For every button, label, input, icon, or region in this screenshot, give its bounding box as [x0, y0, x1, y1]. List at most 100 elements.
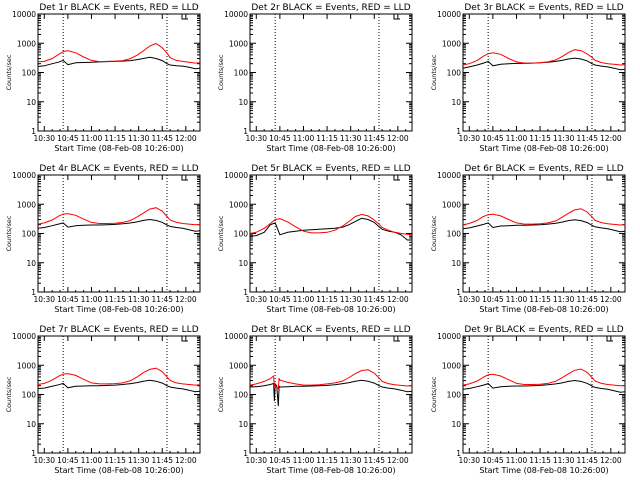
x-tick-label: 10:45: [269, 134, 291, 143]
x-tick-label: 11:00: [81, 456, 103, 465]
series-line-events: [37, 56, 201, 70]
plot-frame: [462, 13, 626, 132]
y-tick-label: 100: [22, 69, 37, 78]
plot-frame: [462, 174, 626, 293]
x-tick-label: 10:30: [33, 134, 55, 143]
y-tick-label: 1: [31, 449, 36, 458]
x-tick-label: 10:30: [245, 134, 267, 143]
y-tick-label: 100: [234, 391, 249, 400]
y-tick-label: 10000: [437, 332, 461, 341]
x-tick-label: 11:15: [104, 134, 126, 143]
y-tick-label: 10: [238, 259, 248, 268]
x-tick-label: 12:00: [387, 295, 409, 304]
y-axis-label: Counts/sec: [217, 215, 225, 251]
y-tick-label: 1: [31, 288, 36, 297]
corner-marker: [181, 175, 188, 181]
x-tick-label: 11:45: [363, 134, 385, 143]
x-tick-label: 11:45: [363, 295, 385, 304]
y-tick-label: 100: [22, 230, 37, 239]
y-tick-label: 100: [234, 69, 249, 78]
y-tick-label: 100: [22, 391, 37, 400]
x-tick-label: 11:45: [576, 134, 598, 143]
series-line-events: [37, 218, 201, 232]
series-line-lld: [37, 367, 201, 386]
panel-3: Det 3r BLACK = Events, RED = LLD 1 10 100 10…: [430, 3, 626, 153]
x-tick-label: 10:45: [269, 456, 291, 465]
x-tick-label: 11:30: [340, 456, 362, 465]
y-tick-label: 10: [451, 259, 461, 268]
series-line-lld: [462, 49, 626, 66]
x-tick-label: 10:30: [458, 456, 480, 465]
x-tick-label: 11:30: [128, 295, 150, 304]
corner-marker: [606, 336, 613, 342]
panel-8: Det 8r BLACK = Events, RED = LLD 1 10 100 10…: [217, 325, 413, 475]
panel-title: Det 9r BLACK = Events, RED = LLD: [464, 325, 623, 335]
x-tick-label: 10:30: [458, 295, 480, 304]
x-tick-label: 11:00: [506, 456, 528, 465]
x-tick-label: 10:45: [57, 134, 79, 143]
x-tick-label: 10:30: [245, 456, 267, 465]
y-tick-label: 10: [26, 259, 36, 268]
x-tick-label: 11:00: [81, 295, 103, 304]
y-tick-label: 1: [456, 127, 461, 136]
x-tick-label: 11:15: [316, 295, 338, 304]
y-tick-label: 1000: [229, 200, 248, 209]
x-tick-label: 11:30: [128, 456, 150, 465]
x-tick-label: 10:30: [458, 134, 480, 143]
y-tick-label: 1: [456, 288, 461, 297]
x-tick-label: 12:00: [175, 295, 197, 304]
y-tick-label: 1000: [17, 361, 36, 370]
y-tick-label: 10000: [224, 171, 248, 180]
series-line-events: [249, 217, 412, 241]
panel-title: Det 2r BLACK = Events, RED = LLD: [251, 3, 410, 13]
panel-title: Det 8r BLACK = Events, RED = LLD: [251, 325, 410, 335]
y-tick-label: 1: [243, 288, 248, 297]
panel-title: Det 5r BLACK = Events, RED = LLD: [251, 164, 410, 174]
x-tick-label: 12:00: [387, 456, 409, 465]
y-axis-label: Counts/sec: [430, 376, 438, 412]
x-tick-label: 11:45: [151, 295, 173, 304]
x-tick-label: 10:45: [269, 295, 291, 304]
plot-frame: [462, 335, 626, 454]
x-tick-label: 12:00: [600, 295, 622, 304]
plot-frame: [37, 174, 201, 293]
plot-frame: [37, 13, 201, 132]
x-tick-label: 11:15: [104, 295, 126, 304]
y-tick-label: 1000: [442, 361, 461, 370]
x-tick-label: 11:00: [293, 295, 315, 304]
y-tick-label: 1000: [17, 200, 36, 209]
x-tick-label: 10:45: [57, 456, 79, 465]
x-tick-label: 11:15: [529, 134, 551, 143]
corner-marker: [181, 336, 188, 342]
y-axis-label: Counts/sec: [5, 376, 13, 412]
corner-marker: [393, 175, 400, 181]
panel-7: Det 7r BLACK = Events, RED = LLD 1 10 100 10…: [5, 325, 201, 475]
x-axis-label: Start Time (08-Feb-08 10:26:00): [266, 144, 395, 153]
x-tick-label: 12:00: [387, 134, 409, 143]
x-axis-label: Start Time (08-Feb-08 10:26:00): [479, 305, 608, 314]
x-tick-label: 11:00: [293, 134, 315, 143]
x-tick-label: 12:00: [175, 134, 197, 143]
y-tick-label: 10000: [437, 171, 461, 180]
y-tick-label: 10000: [12, 10, 36, 19]
x-axis-label: Start Time (08-Feb-08 10:26:00): [54, 466, 183, 475]
x-tick-label: 10:30: [245, 295, 267, 304]
y-tick-label: 10000: [12, 171, 36, 180]
y-tick-label: 10: [238, 420, 248, 429]
x-tick-label: 11:15: [316, 134, 338, 143]
panel-title: Det 3r BLACK = Events, RED = LLD: [464, 3, 623, 13]
y-axis-label: Counts/sec: [217, 54, 225, 90]
x-tick-label: 10:45: [482, 456, 504, 465]
y-tick-label: 100: [447, 230, 462, 239]
x-axis-label: Start Time (08-Feb-08 10:26:00): [54, 305, 183, 314]
plot-frame: [249, 174, 413, 293]
series-line-lld: [462, 368, 626, 387]
y-tick-label: 10: [451, 420, 461, 429]
y-tick-label: 100: [447, 391, 462, 400]
x-tick-label: 11:15: [104, 456, 126, 465]
x-tick-label: 11:45: [363, 456, 385, 465]
x-tick-label: 11:30: [553, 456, 575, 465]
y-tick-label: 10: [26, 98, 36, 107]
y-tick-label: 1000: [442, 200, 461, 209]
series-line-events: [462, 219, 626, 233]
